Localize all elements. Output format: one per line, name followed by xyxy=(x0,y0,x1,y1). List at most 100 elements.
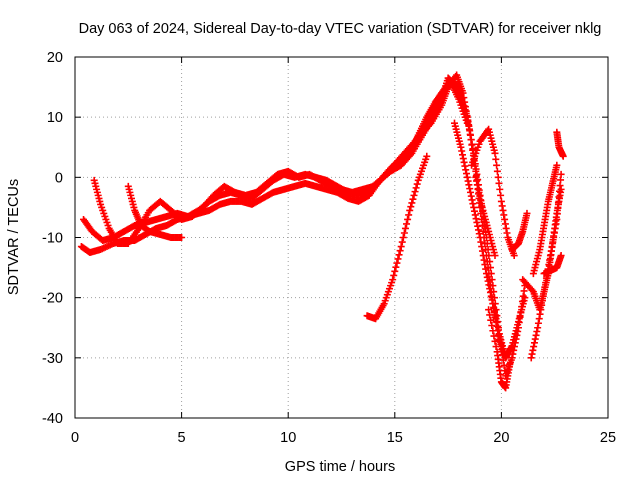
data-point xyxy=(528,286,536,294)
x-tick-label: 5 xyxy=(178,430,186,446)
data-point xyxy=(491,252,499,260)
y-tick-label: 20 xyxy=(47,50,63,66)
data-point xyxy=(502,354,510,362)
data-point xyxy=(461,106,469,114)
data-point xyxy=(407,203,415,211)
x-tick-label: 10 xyxy=(280,430,296,446)
data-point xyxy=(403,220,411,228)
data-point xyxy=(491,149,499,157)
data-point xyxy=(495,179,503,187)
data-point xyxy=(404,215,412,223)
data-point xyxy=(494,173,502,181)
data-point xyxy=(392,263,400,271)
data-point xyxy=(460,102,468,110)
series-trace-9 xyxy=(472,173,499,260)
data-point xyxy=(557,252,565,260)
data-point xyxy=(506,360,514,368)
data-point xyxy=(410,191,418,199)
data-point xyxy=(459,98,467,106)
data-point xyxy=(399,234,407,241)
series-trace-4 xyxy=(124,182,186,241)
chart-title: Day 063 of 2024, Sidereal Day-to-day VTE… xyxy=(79,21,602,37)
series-trace-3 xyxy=(90,167,377,248)
data-point xyxy=(397,243,405,251)
data-point xyxy=(389,276,397,284)
series-trace-7 xyxy=(408,77,529,380)
data-point xyxy=(396,247,404,255)
data-point xyxy=(490,332,498,340)
plot-frame xyxy=(74,56,609,419)
data-point xyxy=(405,211,413,219)
data-point xyxy=(423,152,431,160)
series-trace-15 xyxy=(529,161,561,278)
data-point xyxy=(401,224,409,232)
x-tick-label: 15 xyxy=(387,430,403,446)
data-point xyxy=(497,191,505,199)
data-point xyxy=(408,199,416,207)
series-trace-17 xyxy=(553,128,567,160)
data-point xyxy=(488,321,496,329)
series-trace-11 xyxy=(485,306,514,392)
data-point xyxy=(510,252,518,260)
data-point xyxy=(496,185,504,193)
y-tick-label: -30 xyxy=(42,351,63,367)
data-point xyxy=(395,251,403,259)
x-axis-label: GPS time / hours xyxy=(285,459,395,475)
data-point xyxy=(553,161,561,169)
data-point xyxy=(523,209,531,217)
data-point xyxy=(557,170,565,178)
grid-layer xyxy=(75,57,608,418)
data-point xyxy=(462,109,470,117)
x-tick-label: 20 xyxy=(493,430,509,446)
series-trace-10 xyxy=(468,125,518,260)
data-point xyxy=(487,316,495,324)
data-point xyxy=(426,121,434,129)
y-tick-label: -10 xyxy=(42,231,63,247)
data-point xyxy=(398,238,406,246)
data-point xyxy=(478,247,486,255)
data-point xyxy=(391,267,399,275)
data-point xyxy=(456,87,464,95)
series-trace-5 xyxy=(363,152,431,323)
y-tick-label: 0 xyxy=(55,170,63,186)
data-point xyxy=(489,327,497,335)
data-point xyxy=(413,180,421,188)
data-point xyxy=(393,259,401,267)
data-point xyxy=(409,195,417,203)
data-point xyxy=(492,343,500,351)
data-point xyxy=(492,155,500,163)
data-point xyxy=(407,151,415,159)
data-point xyxy=(486,258,494,266)
data-point xyxy=(559,152,567,160)
data-point xyxy=(485,306,493,314)
data-point xyxy=(411,188,419,196)
data-point xyxy=(493,167,501,175)
data-point xyxy=(458,94,466,102)
tick-layer: 0 5 10 15 20 25 -40 -30 -20 -10 0 10 20 xyxy=(42,50,616,446)
data-point xyxy=(394,255,402,263)
data-point xyxy=(457,91,465,99)
data-point xyxy=(400,229,408,237)
series-trace-14 xyxy=(527,170,565,362)
data-point xyxy=(406,206,414,214)
y-tick-label: -20 xyxy=(42,291,63,307)
data-point xyxy=(455,83,463,91)
x-tick-label: 0 xyxy=(71,430,79,446)
data-point xyxy=(390,271,398,279)
data-marks xyxy=(77,71,567,392)
data-point xyxy=(412,184,420,192)
series-trace-12 xyxy=(508,209,531,254)
series-trace-8 xyxy=(450,119,510,362)
data-point xyxy=(488,276,496,284)
data-point xyxy=(486,264,494,272)
data-point xyxy=(369,182,377,190)
data-point xyxy=(491,337,499,345)
y-tick-label: -40 xyxy=(42,411,63,427)
series-trace-16 xyxy=(540,252,565,278)
y-axis-label: SDTVAR / TECUs xyxy=(6,179,22,295)
data-point xyxy=(178,234,186,241)
x-tick-label: 25 xyxy=(600,430,616,446)
data-point xyxy=(493,161,501,169)
data-point xyxy=(486,311,494,319)
